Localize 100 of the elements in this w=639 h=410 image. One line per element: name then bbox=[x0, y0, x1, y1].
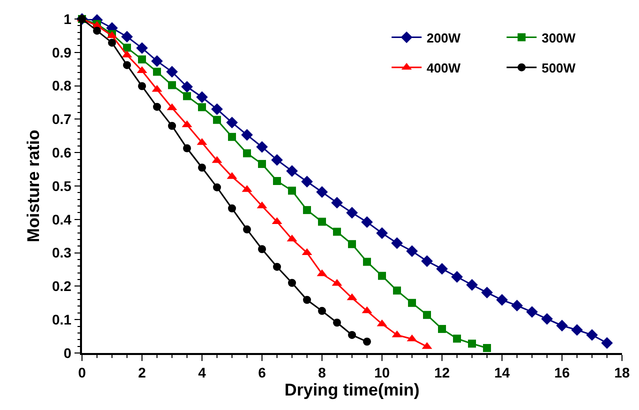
point bbox=[526, 306, 538, 318]
point bbox=[153, 68, 161, 76]
point bbox=[406, 245, 418, 257]
point bbox=[166, 66, 178, 78]
point bbox=[348, 330, 356, 339]
point bbox=[496, 294, 508, 306]
x-tick-label: 0 bbox=[78, 364, 86, 381]
point bbox=[511, 300, 523, 312]
legend-label: 500W bbox=[542, 60, 576, 76]
point bbox=[123, 61, 131, 70]
point bbox=[333, 228, 341, 236]
x-tick-label: 4 bbox=[198, 364, 206, 381]
point bbox=[256, 141, 268, 153]
point bbox=[318, 218, 326, 226]
x-tick-label: 6 bbox=[258, 364, 266, 381]
point bbox=[303, 206, 311, 214]
y-tick-label: 0.4 bbox=[52, 211, 72, 228]
y-tick-label: 0.9 bbox=[52, 44, 72, 60]
point bbox=[301, 176, 313, 188]
point bbox=[423, 310, 431, 319]
point bbox=[288, 186, 296, 195]
point bbox=[258, 160, 266, 168]
x-tick-label: 18 bbox=[614, 364, 630, 381]
x-axis-title: Drying time(min) bbox=[284, 380, 420, 400]
point bbox=[346, 206, 358, 219]
point bbox=[586, 329, 598, 341]
point bbox=[273, 262, 281, 271]
point bbox=[183, 144, 191, 152]
point bbox=[183, 92, 191, 100]
point bbox=[123, 44, 131, 52]
point bbox=[211, 103, 223, 116]
point bbox=[243, 149, 251, 158]
point bbox=[556, 320, 568, 332]
point bbox=[258, 245, 266, 254]
point bbox=[333, 318, 341, 327]
point bbox=[286, 165, 298, 177]
point bbox=[363, 338, 371, 346]
point bbox=[421, 255, 433, 267]
x-tick-label: 12 bbox=[434, 364, 450, 381]
y-tick-label: 1 bbox=[64, 10, 72, 27]
point bbox=[153, 102, 161, 111]
point bbox=[453, 334, 461, 343]
point bbox=[138, 82, 146, 90]
point bbox=[168, 122, 176, 130]
point bbox=[271, 154, 283, 166]
point bbox=[541, 313, 553, 325]
point bbox=[391, 237, 403, 249]
point bbox=[198, 164, 206, 172]
point bbox=[151, 55, 163, 67]
y-tick-label: 0.2 bbox=[52, 278, 72, 294]
point bbox=[213, 116, 221, 124]
point bbox=[168, 81, 176, 90]
point bbox=[273, 176, 281, 185]
y-tick-label: 0.6 bbox=[52, 144, 72, 160]
point bbox=[241, 129, 253, 141]
point bbox=[228, 132, 236, 141]
x-tick-label: 8 bbox=[318, 364, 326, 381]
point bbox=[481, 286, 493, 298]
y-tick-label: 0.7 bbox=[52, 111, 72, 128]
y-tick-label: 0.8 bbox=[52, 78, 72, 94]
y-tick-label: 0.5 bbox=[52, 178, 72, 194]
point bbox=[408, 298, 416, 307]
point bbox=[571, 324, 583, 336]
point bbox=[318, 306, 326, 315]
point bbox=[316, 186, 328, 198]
legend-label: 200W bbox=[426, 30, 462, 46]
y-tick-label: 0 bbox=[64, 344, 72, 361]
point bbox=[108, 38, 116, 47]
point bbox=[196, 91, 208, 104]
point bbox=[451, 271, 463, 283]
point bbox=[198, 103, 206, 112]
point bbox=[121, 30, 133, 43]
point bbox=[436, 262, 448, 275]
x-tick-label: 2 bbox=[138, 364, 146, 381]
point bbox=[331, 196, 343, 209]
point bbox=[466, 279, 478, 291]
point bbox=[228, 204, 236, 212]
x-tick-label: 14 bbox=[494, 364, 510, 381]
point bbox=[226, 116, 238, 128]
point bbox=[136, 42, 148, 54]
y-axis-title: Moisture ratio bbox=[24, 130, 44, 242]
point bbox=[438, 324, 446, 333]
point bbox=[361, 216, 373, 228]
y-tick-label: 0.1 bbox=[52, 312, 72, 328]
point bbox=[378, 272, 386, 280]
x-tick-label: 16 bbox=[554, 364, 570, 381]
legend-label: 300W bbox=[542, 30, 576, 46]
point bbox=[303, 296, 311, 304]
point bbox=[376, 227, 388, 239]
point bbox=[348, 240, 356, 248]
x-tick-label: 10 bbox=[374, 364, 390, 381]
point bbox=[288, 278, 296, 287]
point bbox=[93, 26, 101, 35]
point bbox=[468, 340, 476, 348]
y-tick-label: 0.3 bbox=[52, 244, 72, 261]
point bbox=[483, 344, 491, 352]
point bbox=[213, 183, 221, 192]
point bbox=[393, 286, 401, 295]
point bbox=[243, 225, 251, 234]
point bbox=[363, 258, 371, 266]
